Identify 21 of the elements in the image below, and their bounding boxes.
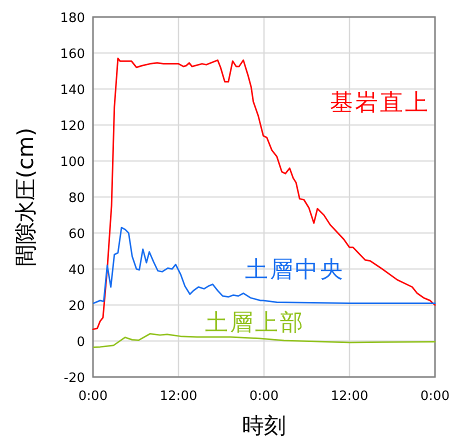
y-tick-label: 140 xyxy=(60,83,85,98)
x-tick-label: 12:00 xyxy=(330,389,368,404)
y-tick-label: 160 xyxy=(60,47,85,62)
y-tick-label: 20 xyxy=(68,299,85,314)
x-tick-label: 0:00 xyxy=(78,389,108,404)
y-axis-title: 間隙水圧(cm) xyxy=(14,128,39,266)
y-tick-label: 60 xyxy=(68,227,85,242)
text: 基岩直上 xyxy=(330,90,430,116)
y-tick-label: 80 xyxy=(68,191,85,206)
x-axis-title: 時刻 xyxy=(242,414,286,439)
y-tick-label: 120 xyxy=(60,119,85,134)
series-label: 土層上部 xyxy=(205,310,305,336)
series-label: 土層中央 xyxy=(245,257,345,283)
y-tick-label: 180 xyxy=(60,11,85,26)
y-tick-label: -20 xyxy=(64,371,85,386)
x-tick-label: 0:00 xyxy=(249,389,279,404)
y-tick-label: 100 xyxy=(60,155,85,170)
y-tick-label: 0 xyxy=(76,335,85,350)
x-tick-label: 12:00 xyxy=(160,389,198,404)
x-tick-label: 0:00 xyxy=(420,389,449,404)
y-tick-label: 40 xyxy=(68,263,85,278)
